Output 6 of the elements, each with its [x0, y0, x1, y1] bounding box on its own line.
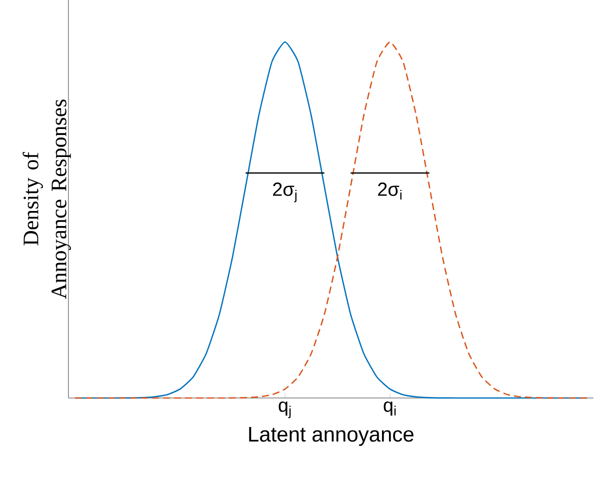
x-tick-label: q$_{i}$ — [384, 402, 396, 416]
y-axis-title: Density of Annoyance Responses — [22, 100, 71, 299]
annotation: 2σ$_{j}$ — [273, 182, 296, 202]
x-tick-label: q$_{j}$ — [278, 402, 291, 418]
annotation: 2σ$_{i}$ — [378, 182, 402, 200]
x-axis-title: Latent annoyance — [249, 427, 414, 446]
